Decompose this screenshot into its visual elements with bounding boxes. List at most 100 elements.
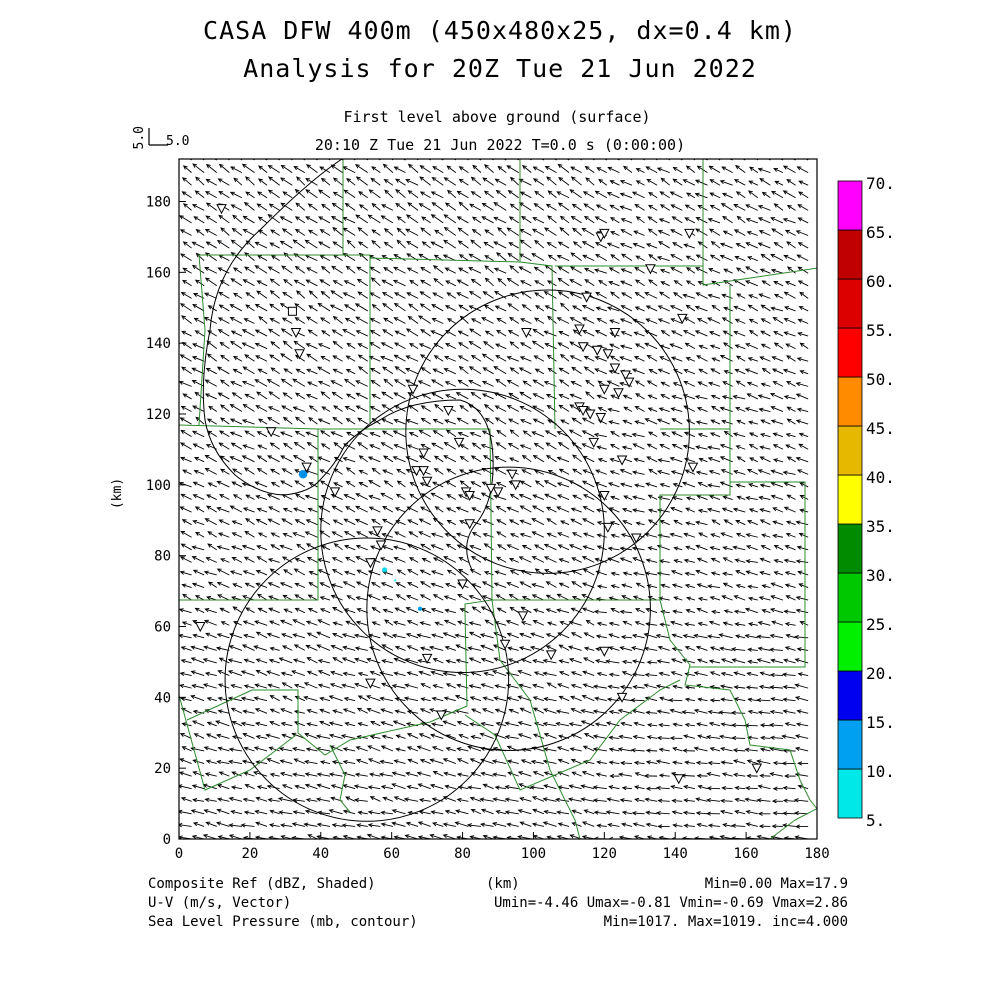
wind-vector-head [192, 822, 198, 827]
wind-vector [508, 772, 519, 777]
wind-vector-head [634, 380, 640, 385]
wind-vector-head [281, 633, 287, 638]
wind-vector [460, 315, 469, 324]
wind-vector [747, 256, 758, 262]
wind-vector-head [204, 671, 210, 676]
wind-vector-head [622, 520, 628, 525]
wind-vector [646, 811, 658, 815]
wind-vector [343, 672, 356, 676]
wind-vector [469, 341, 482, 350]
wind-vector-head [458, 342, 463, 347]
wind-vector [749, 432, 758, 438]
wind-vector [597, 622, 607, 626]
wind-vector-head [179, 784, 183, 789]
wind-vector [483, 367, 494, 375]
wind-vector [203, 784, 217, 790]
wind-vector-head [192, 771, 198, 776]
wind-vector [520, 505, 532, 513]
wind-vector [735, 810, 746, 815]
wind-vector [709, 228, 721, 236]
wind-vector-head [320, 430, 325, 435]
wind-vector [255, 304, 268, 312]
wind-vector [646, 749, 658, 752]
wind-vector [745, 368, 758, 375]
wind-vector [368, 634, 381, 639]
wind-vector [661, 394, 670, 400]
wind-vector-head [718, 633, 724, 638]
wind-vector-head [658, 407, 664, 412]
wind-vector-head [506, 745, 512, 750]
wind-vector [535, 480, 545, 488]
wind-vector [206, 494, 217, 500]
wind-vector [230, 431, 243, 438]
wind-vector-head [534, 480, 540, 485]
wind-vector-head [695, 420, 701, 425]
wind-vector-head [491, 759, 497, 764]
wind-vector-head [306, 267, 312, 272]
wind-vector-head [419, 303, 425, 308]
wind-vector-head [659, 696, 665, 701]
wind-vector [635, 292, 645, 299]
wind-vector [658, 597, 670, 601]
wind-vector [722, 317, 733, 324]
wind-vector [684, 824, 695, 827]
wind-vector [219, 771, 230, 777]
wind-vector-head [547, 254, 553, 259]
wind-vector-head [736, 355, 741, 360]
wind-vector [787, 456, 796, 463]
wind-vector-head [546, 518, 552, 523]
wind-vector-head [320, 290, 326, 296]
wind-vector [698, 433, 708, 438]
wind-vector [631, 699, 645, 702]
wind-vector [609, 507, 620, 513]
wind-vector [370, 406, 381, 412]
wind-vector-head [761, 584, 767, 589]
wind-vector-head [217, 392, 223, 397]
wind-vector-head [353, 784, 359, 789]
wind-vector-head [719, 406, 725, 411]
wind-vector [787, 406, 796, 412]
wind-vector [784, 318, 796, 324]
wind-vector [422, 558, 431, 563]
wind-vector-head [545, 506, 551, 511]
wind-vector [530, 646, 545, 651]
wind-vector [271, 255, 280, 262]
wind-vector-head [736, 456, 742, 461]
wind-vector-head [559, 302, 565, 308]
wind-vector-head [732, 394, 738, 400]
wind-vector [707, 317, 721, 324]
wind-vector-head [205, 367, 211, 372]
wind-vector [671, 671, 683, 676]
wind-vector [570, 518, 582, 526]
wind-vector [243, 620, 255, 626]
wind-vector [406, 772, 419, 777]
wind-vector-head [206, 595, 212, 601]
wind-vector-head [610, 431, 616, 436]
wind-vector-head [745, 496, 751, 501]
wind-vector [798, 443, 809, 450]
wind-vector-head [242, 595, 248, 600]
wind-vector [269, 303, 280, 312]
wind-vector [334, 543, 343, 551]
wind-vector-head [608, 785, 614, 790]
wind-vector [182, 469, 192, 475]
wind-vector-head [698, 457, 704, 462]
wind-vector-head [344, 570, 350, 575]
wind-vector-head [228, 759, 234, 764]
wind-vector [382, 518, 394, 526]
wind-vector-head [581, 607, 587, 612]
wind-vector-head [509, 341, 515, 346]
wind-vector [697, 723, 708, 727]
wind-vector [356, 621, 368, 626]
wind-vector-head [745, 685, 751, 690]
wind-vector-head [773, 342, 779, 347]
wind-vector-head [391, 821, 397, 826]
wind-vector [570, 355, 582, 362]
wind-vector [480, 798, 494, 802]
wind-vector-head [518, 367, 524, 372]
wind-vector [686, 280, 696, 287]
wind-vector [611, 608, 620, 614]
wind-vector-head [344, 721, 350, 727]
wind-vector-head [509, 606, 515, 612]
wind-vector [204, 571, 217, 576]
